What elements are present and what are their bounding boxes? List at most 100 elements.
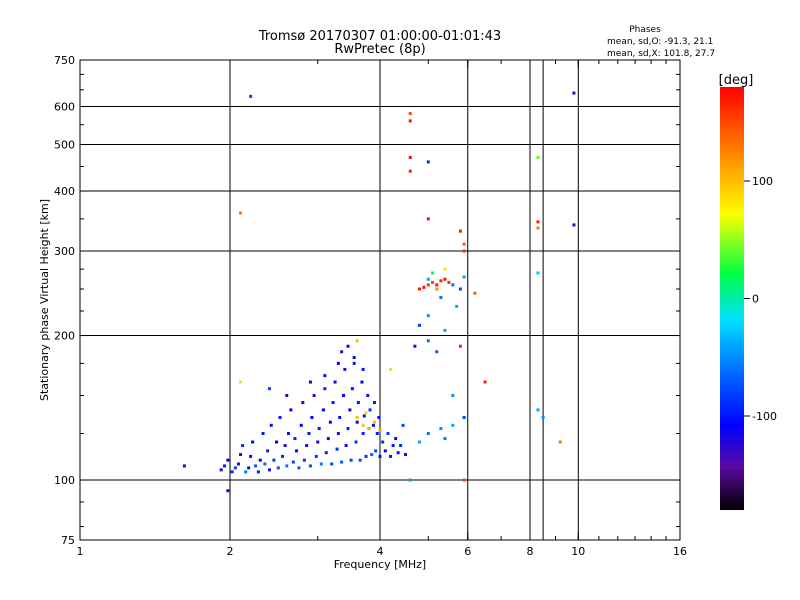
data-point xyxy=(458,229,462,233)
y-tick-label: 100 xyxy=(54,474,75,487)
data-point xyxy=(312,394,316,398)
data-point xyxy=(305,444,309,448)
data-point xyxy=(373,420,377,424)
data-point xyxy=(358,458,362,462)
data-point xyxy=(381,440,385,444)
data-point xyxy=(256,470,260,474)
data-point xyxy=(249,454,253,458)
data-point xyxy=(352,361,356,365)
data-point xyxy=(299,423,303,427)
data-point xyxy=(417,323,421,327)
data-point xyxy=(572,91,576,95)
data-point xyxy=(426,277,430,281)
data-point xyxy=(324,451,328,455)
data-point xyxy=(426,432,430,436)
data-point xyxy=(302,458,306,462)
data-point xyxy=(267,468,271,472)
colorbar-tick-label: -100 xyxy=(752,410,777,423)
data-point xyxy=(422,285,426,289)
x-tick-label: 2 xyxy=(227,545,234,558)
data-point xyxy=(447,280,451,284)
axes: 1 2 4 6 8 10 16 75 100 200 300 400 500 600 750 xyxy=(54,54,687,558)
data-point xyxy=(328,420,332,424)
data-point xyxy=(396,451,400,455)
data-point xyxy=(182,464,186,468)
x-tick-label: 16 xyxy=(673,545,687,558)
data-point xyxy=(364,454,368,458)
data-point xyxy=(426,314,430,318)
data-point xyxy=(355,339,359,343)
data-point xyxy=(426,217,430,221)
data-point xyxy=(401,423,405,427)
y-tick-label: 500 xyxy=(54,139,75,152)
data-point xyxy=(247,466,251,470)
data-point xyxy=(443,328,447,332)
y-tick-label: 600 xyxy=(54,101,75,114)
data-point xyxy=(389,454,393,458)
data-point xyxy=(378,428,382,432)
data-point xyxy=(346,344,350,348)
data-point xyxy=(335,447,339,451)
data-point xyxy=(346,427,350,431)
data-point xyxy=(233,466,237,470)
data-point xyxy=(285,394,289,398)
x-tick-label: 10 xyxy=(571,545,585,558)
data-point xyxy=(361,367,365,371)
data-point xyxy=(314,454,318,458)
data-point xyxy=(368,408,372,412)
data-point xyxy=(275,440,279,444)
data-point xyxy=(399,444,403,448)
data-point xyxy=(439,279,443,283)
data-point xyxy=(426,339,430,343)
y-tick-label: 750 xyxy=(54,54,75,67)
data-point xyxy=(408,112,412,116)
data-point xyxy=(269,423,273,427)
data-point xyxy=(323,387,327,391)
data-point xyxy=(462,242,466,246)
data-point xyxy=(386,432,390,436)
grid-lines xyxy=(80,60,680,540)
data-point xyxy=(230,470,234,474)
data-point xyxy=(417,287,421,291)
data-point xyxy=(383,449,387,453)
data-point xyxy=(297,466,301,470)
data-point xyxy=(301,401,305,405)
data-point xyxy=(443,277,447,281)
x-tick-label: 8 xyxy=(527,545,534,558)
data-point xyxy=(362,414,366,418)
data-point xyxy=(355,415,359,419)
x-tick-label: 1 xyxy=(77,545,84,558)
data-point xyxy=(286,432,290,436)
data-point xyxy=(338,415,342,419)
data-point xyxy=(455,304,459,308)
data-point xyxy=(536,220,540,224)
data-point xyxy=(308,380,312,384)
data-point xyxy=(239,453,243,457)
data-point xyxy=(344,444,348,448)
data-point xyxy=(355,420,359,424)
data-point xyxy=(426,283,430,287)
data-point xyxy=(373,401,377,405)
data-point xyxy=(371,423,375,427)
colorbar xyxy=(720,87,744,510)
data-point xyxy=(364,411,368,415)
data-point xyxy=(272,458,276,462)
data-point xyxy=(462,275,466,279)
data-point xyxy=(375,432,379,436)
data-point xyxy=(417,440,421,444)
data-points xyxy=(182,91,576,493)
data-point xyxy=(340,350,344,354)
y-tick-label: 75 xyxy=(61,534,75,547)
data-point xyxy=(462,415,466,419)
data-point xyxy=(431,271,435,275)
data-point xyxy=(266,449,270,453)
data-point xyxy=(340,460,344,464)
y-tick-label: 400 xyxy=(54,185,75,198)
data-point xyxy=(462,249,466,253)
data-point xyxy=(261,432,265,436)
data-point xyxy=(349,458,353,462)
data-point xyxy=(323,374,327,378)
data-point xyxy=(219,468,223,472)
y-tick-label: 300 xyxy=(54,245,75,258)
data-point xyxy=(451,423,455,427)
